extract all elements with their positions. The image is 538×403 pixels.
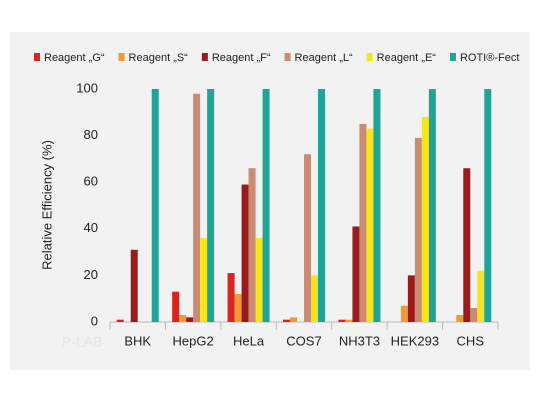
legend-swatch [449,53,456,61]
bar [456,315,464,322]
bar [477,270,485,322]
watermark: P-LAB [62,334,102,350]
y-tick-label: 60 [84,174,98,189]
y-tick-label: 40 [84,220,98,235]
bar [262,89,270,322]
bar [311,275,318,322]
bar [172,291,180,322]
bar [151,89,159,322]
panel [10,32,530,370]
bar [345,319,353,322]
bar [366,128,374,322]
bar [484,89,492,322]
legend-swatch [34,53,40,61]
y-tick-label: 80 [84,127,98,142]
bar [428,89,436,322]
bar [373,89,381,322]
bar [400,305,408,322]
bar [227,273,235,322]
y-axis-label: Relative Efficiency (%) [39,140,54,270]
x-tick-label: HEK293 [391,333,439,348]
x-tick-label: NH3T3 [339,333,380,348]
bar [421,116,429,323]
legend-label: Reagent „L“ [295,52,353,64]
x-tick-label: COS7 [286,333,321,348]
bar [116,319,124,322]
bar [241,184,249,322]
bar [200,238,208,322]
bar [179,315,187,322]
x-tick-label: BHK [124,333,151,348]
bar [304,154,311,322]
legend-label: Reagent „E“ [377,52,437,64]
bar [255,238,263,322]
x-tick-label: CHS [457,333,485,348]
legend-swatch [366,53,373,61]
x-tick-label: HepG2 [173,333,214,348]
legend-label: ROTI®-Fect [460,52,519,64]
bar [407,275,415,322]
y-tick-label: 0 [91,313,98,328]
bar [130,249,138,322]
x-tick-label: HeLa [233,333,265,348]
bar [290,317,297,322]
bar [352,226,360,322]
bar [414,137,422,322]
bar [207,89,215,322]
bar [338,319,346,322]
bar [186,317,194,322]
legend-swatch [201,53,208,61]
bar [283,319,290,322]
legend-label: Reagent „S“ [129,52,189,64]
legend-swatch [118,53,125,61]
bar [234,294,242,322]
bar [193,93,201,322]
bar [248,168,256,322]
y-tick-label: 100 [76,80,98,95]
legend-label: Reagent „G“ [44,52,105,64]
bar [463,168,471,322]
bar [359,123,367,322]
legend-label: Reagent „F“ [212,52,271,64]
bar [470,308,478,322]
y-tick-label: 20 [84,267,98,282]
bar [318,89,325,322]
legend-swatch [284,53,291,61]
